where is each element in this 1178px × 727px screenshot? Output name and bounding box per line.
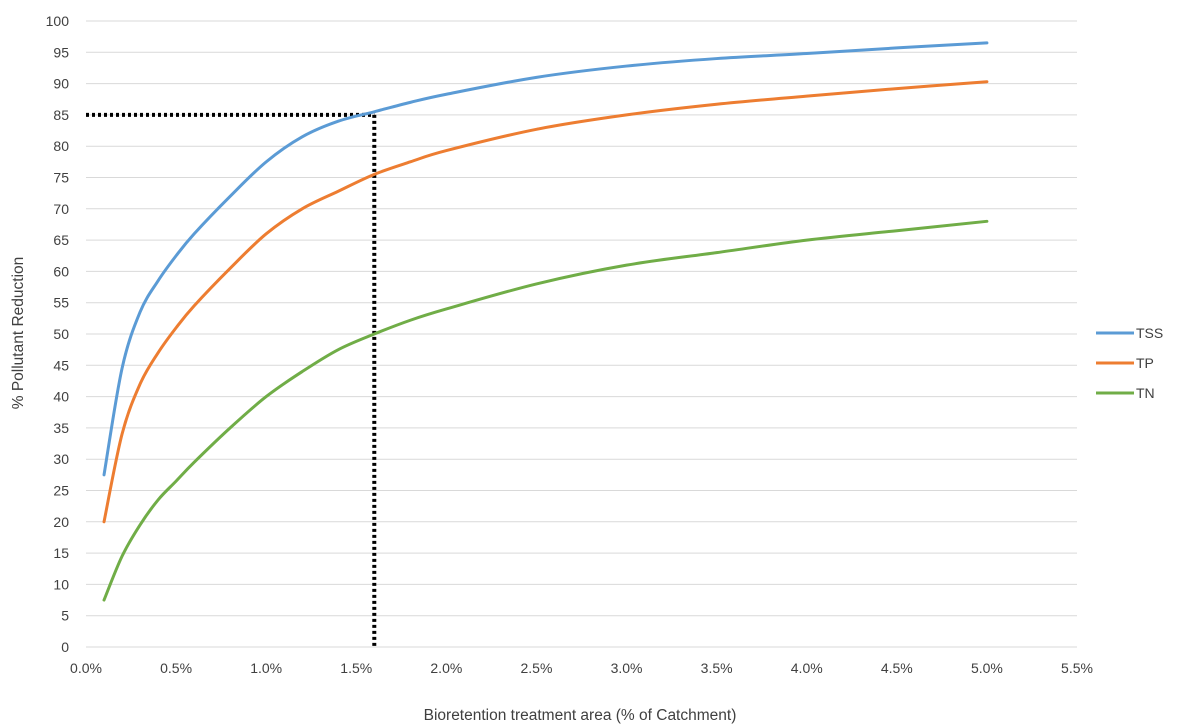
y-tick-label-100: 100 — [46, 13, 70, 29]
y-tick-label-0: 0 — [61, 639, 69, 655]
annotation-guides — [86, 112, 377, 647]
series-line-tss — [102, 41, 989, 477]
x-tick-label-8: 4.0% — [791, 660, 823, 676]
y-axis-title: % Pollutant Reduction — [10, 257, 27, 410]
legend: TSS TP TN — [1096, 325, 1163, 401]
x-tick-label-3: 1.5% — [340, 660, 372, 676]
x-tick-label-11: 5.5% — [1061, 660, 1093, 676]
y-tick-label-5: 5 — [61, 608, 69, 624]
x-tick-label-5: 2.5% — [520, 660, 552, 676]
legend-label-tn: TN — [1136, 385, 1155, 401]
series-lines — [102, 41, 989, 602]
y-tick-label-95: 95 — [53, 44, 69, 60]
y-tick-label-25: 25 — [53, 483, 69, 499]
y-tick-label-60: 60 — [53, 263, 69, 279]
legend-label-tp: TP — [1136, 355, 1154, 371]
x-tick-label-1: 0.5% — [160, 660, 192, 676]
y-tick-label-80: 80 — [53, 138, 69, 154]
x-tick-labels: 0.0% 0.5% 1.0% 1.5% 2.0% 2.5% 3.0% 3.5% 4.0% 4.5%… — [70, 660, 1093, 676]
x-tick-label-2: 1.0% — [250, 660, 282, 676]
series-line-tn — [102, 219, 989, 602]
y-tick-label-65: 65 — [53, 232, 69, 248]
y-tick-label-45: 45 — [53, 357, 69, 373]
legend-label-tss: TSS — [1136, 325, 1163, 341]
x-tick-label-0: 0.0% — [70, 660, 102, 676]
y-tick-label-50: 50 — [53, 326, 69, 342]
gridlines — [86, 20, 1077, 648]
x-tick-label-10: 5.0% — [971, 660, 1003, 676]
y-tick-label-90: 90 — [53, 76, 69, 92]
y-tick-label-75: 75 — [53, 170, 69, 186]
y-tick-label-70: 70 — [53, 201, 69, 217]
y-tick-label-35: 35 — [53, 420, 69, 436]
y-tick-label-30: 30 — [53, 451, 69, 467]
y-tick-label-10: 10 — [53, 576, 69, 592]
y-tick-label-40: 40 — [53, 389, 69, 405]
x-tick-label-9: 4.5% — [881, 660, 913, 676]
y-tick-label-15: 15 — [53, 545, 69, 561]
y-tick-label-85: 85 — [53, 107, 69, 123]
x-tick-label-6: 3.0% — [611, 660, 643, 676]
y-tick-label-55: 55 — [53, 295, 69, 311]
x-tick-label-7: 3.5% — [701, 660, 733, 676]
y-tick-label-20: 20 — [53, 514, 69, 530]
y-tick-labels: 0 5 10 15 20 25 30 35 40 45 50 55 60 65 70 75 80 85 90 95 10… — [46, 13, 70, 655]
x-axis-title: Bioretention treatment area (% of Catchm… — [424, 707, 737, 724]
series-line-tp — [102, 80, 989, 524]
x-tick-label-4: 2.0% — [430, 660, 462, 676]
